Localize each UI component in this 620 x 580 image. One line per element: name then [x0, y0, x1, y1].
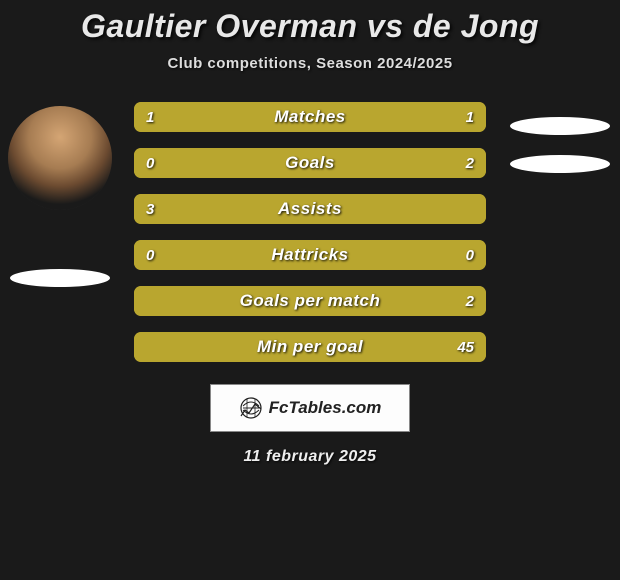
player-left-avatar — [8, 106, 112, 210]
player-right-column — [500, 100, 620, 174]
player-right-avatar-placeholder — [510, 117, 610, 135]
stat-value-right: 45 — [457, 339, 474, 356]
stat-value-right: 1 — [466, 109, 474, 126]
stat-row: 3 Assists — [134, 194, 486, 224]
avatar-face-icon — [8, 106, 112, 210]
stat-label: Hattricks — [271, 245, 348, 265]
source-logo-box: FcTables.com — [210, 384, 410, 432]
stat-value-right: 2 — [466, 293, 474, 310]
stat-label: Goals per match — [240, 291, 381, 311]
player-right-name-pill — [510, 155, 610, 173]
stat-label: Matches — [274, 107, 346, 127]
footer: FcTables.com 11 february 2025 — [0, 384, 620, 466]
stat-value-left: 1 — [146, 109, 154, 126]
stat-row: 0 2 Goals — [134, 148, 486, 178]
stat-value-left: 0 — [146, 247, 154, 264]
stat-label: Goals — [285, 153, 335, 173]
page-subtitle: Club competitions, Season 2024/2025 — [0, 55, 620, 72]
comparison-infographic: Gaultier Overman vs de Jong Club competi… — [0, 0, 620, 466]
main-row: 1 1 Matches 0 2 Goals 3 Assists 0 0 Hattricks 2 Goal… — [0, 100, 620, 378]
source-logo-text: FcTables.com — [269, 398, 382, 418]
stat-value-right: 2 — [466, 155, 474, 172]
fctables-icon — [239, 396, 263, 420]
player-left-name-pill — [10, 269, 110, 287]
page-title: Gaultier Overman vs de Jong — [0, 8, 620, 45]
stat-value-left: 0 — [146, 155, 154, 172]
player-left-column — [0, 100, 120, 288]
stat-label: Assists — [278, 199, 342, 219]
stat-value-right: 0 — [466, 247, 474, 264]
snapshot-date: 11 february 2025 — [243, 448, 376, 466]
stat-row: 45 Min per goal — [134, 332, 486, 362]
stat-row: 0 0 Hattricks — [134, 240, 486, 270]
stat-row: 1 1 Matches — [134, 102, 486, 132]
stat-bars: 1 1 Matches 0 2 Goals 3 Assists 0 0 Hattricks 2 Goal… — [120, 100, 500, 378]
stat-label: Min per goal — [257, 337, 363, 357]
stat-value-left: 3 — [146, 201, 154, 218]
stat-row: 2 Goals per match — [134, 286, 486, 316]
